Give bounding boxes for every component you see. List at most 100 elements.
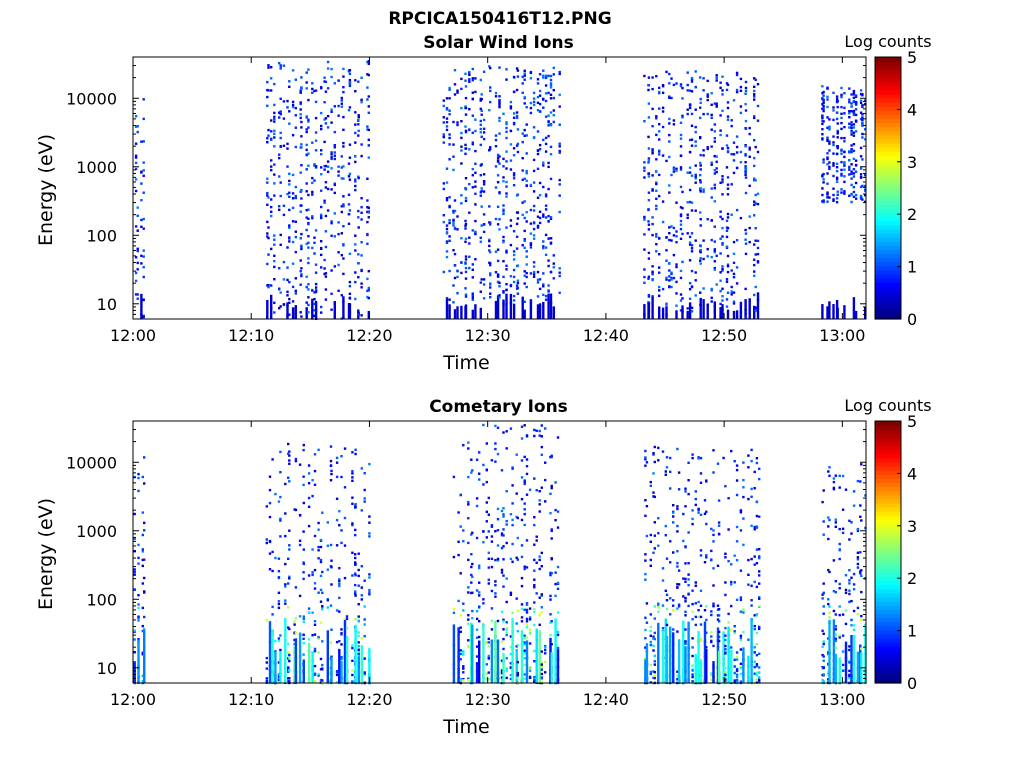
- heatmap-cell: [547, 264, 550, 268]
- heatmap-cell: [725, 166, 729, 169]
- heatmap-cell: [442, 141, 445, 144]
- heatmap-cell: [655, 204, 658, 208]
- heatmap-cell: [835, 177, 839, 181]
- heatmap-cell: [684, 628, 687, 631]
- colorbar-step: [875, 257, 901, 263]
- heatmap-cell: [502, 545, 505, 548]
- heatmap-cell: [549, 124, 553, 127]
- heatmap-cell: [826, 136, 829, 139]
- heatmap-cell: [279, 519, 282, 522]
- heatmap-cell: [485, 469, 488, 472]
- heatmap-cell: [721, 193, 724, 196]
- heatmap-cell: [311, 571, 314, 574]
- heatmap-cell: [467, 447, 470, 450]
- heatmap-cell: [471, 575, 474, 578]
- heatmap-cell: [687, 461, 690, 464]
- heatmap-cell: [669, 540, 672, 543]
- heatmap-cell: [348, 84, 352, 88]
- heatmap-cell: [532, 222, 536, 225]
- heatmap-cell: [523, 134, 526, 137]
- heatmap-cell: [550, 620, 553, 623]
- heatmap-cell: [271, 605, 274, 609]
- heatmap-cell: [467, 618, 470, 621]
- heatmap-cell: [354, 297, 357, 301]
- colorbar-step: [875, 134, 901, 140]
- heatmap-cell: [291, 197, 295, 200]
- heatmap-cell: [754, 227, 757, 230]
- heatmap-cell: [644, 514, 647, 517]
- heatmap-cell: [134, 293, 138, 296]
- heatmap-cell: [354, 131, 357, 135]
- heatmap-cell: [307, 311, 310, 314]
- heatmap-cell: [732, 261, 736, 264]
- heatmap-cell: [464, 113, 468, 116]
- heatmap-cell: [464, 266, 468, 270]
- heatmap-cell: [753, 660, 756, 663]
- heatmap-cell: [544, 150, 548, 153]
- heatmap-cell: [840, 106, 843, 109]
- heatmap-cell: [697, 507, 700, 511]
- heatmap-cell: [307, 611, 311, 614]
- colorbar-step: [875, 568, 901, 574]
- heatmap-cell: [326, 568, 329, 571]
- heatmap-cell: [288, 480, 291, 483]
- heatmap-cell: [822, 591, 825, 595]
- heatmap-cell: [688, 235, 692, 239]
- heatmap-cell: [558, 151, 561, 154]
- heatmap-cell: [644, 458, 647, 461]
- heatmap-cell: [735, 540, 739, 543]
- heatmap-cell: [277, 675, 281, 678]
- heatmap-cell: [841, 663, 845, 667]
- heatmap-cell: [367, 311, 370, 319]
- heatmap-cell: [523, 642, 526, 646]
- heatmap-cell: [266, 181, 269, 184]
- heatmap-cell: [516, 292, 520, 295]
- heatmap-cell: [487, 557, 490, 560]
- heatmap-cell: [511, 618, 514, 683]
- colorbar-step: [875, 560, 901, 565]
- heatmap-cell: [496, 295, 500, 319]
- heatmap-cell: [496, 557, 500, 561]
- heatmap-cell: [861, 123, 864, 127]
- heatmap-cell: [832, 486, 836, 490]
- heatmap-cell: [647, 295, 651, 298]
- heatmap-cell: [326, 544, 329, 547]
- heatmap-cell: [533, 601, 536, 604]
- colorbar-step: [875, 167, 901, 173]
- heatmap-cell: [533, 675, 536, 679]
- heatmap-cell: [489, 283, 492, 286]
- heatmap-cell: [688, 297, 692, 300]
- heatmap-cell: [822, 520, 825, 523]
- heatmap-cell: [747, 583, 750, 586]
- heatmap-cell: [360, 645, 363, 683]
- heatmap-cell: [679, 213, 683, 216]
- heatmap-cell: [482, 541, 485, 544]
- heatmap-cell: [340, 254, 343, 257]
- heatmap-cell: [366, 98, 369, 101]
- heatmap-cell: [366, 199, 369, 202]
- heatmap-cell: [664, 534, 667, 537]
- heatmap-cell: [542, 164, 545, 167]
- heatmap-cell: [136, 125, 139, 128]
- heatmap-cell: [516, 660, 519, 664]
- heatmap-cell: [651, 233, 654, 237]
- heatmap-cell: [338, 567, 341, 570]
- heatmap-cell: [679, 227, 683, 231]
- heatmap-cell: [498, 101, 501, 105]
- heatmap-cell: [354, 280, 357, 284]
- heatmap-cell: [721, 304, 724, 319]
- heatmap-cell: [684, 546, 687, 549]
- heatmap-cell: [502, 291, 505, 294]
- heatmap-cell: [487, 645, 490, 648]
- heatmap-cell: [462, 602, 465, 605]
- colorbar-step: [875, 282, 901, 287]
- heatmap-cell: [661, 307, 665, 319]
- heatmap-cell: [694, 623, 697, 627]
- heatmap-cell: [471, 67, 474, 71]
- heatmap-cell: [340, 632, 343, 635]
- heatmap-cell: [480, 113, 483, 116]
- heatmap-cell: [467, 541, 470, 545]
- colorbar-step: [875, 515, 901, 520]
- heatmap-cell: [288, 297, 291, 301]
- heatmap-cell: [549, 97, 553, 100]
